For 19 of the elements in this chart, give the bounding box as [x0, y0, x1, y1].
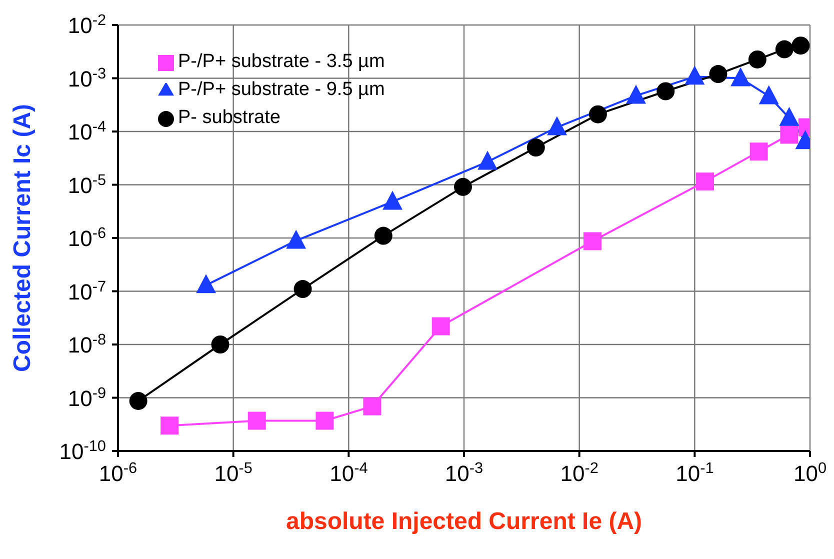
y-tick-label: 10$^{-2}$	[68, 12, 106, 38]
y-tick-label: 10$^{-4}$	[68, 118, 106, 144]
legend-label: P-/P+ substrate - 3.5 µm	[178, 51, 385, 72]
legend-label: P-/P+ substrate - 9.5 µm	[178, 79, 385, 100]
y-tick-label: 10$^{-7}$	[68, 278, 106, 304]
legend-label: P- substrate	[178, 107, 280, 128]
y-tick-label: 10$^{-6}$	[68, 224, 106, 251]
x-tick-label: 10$^{-5}$	[214, 460, 252, 486]
y-axis-title: Collected Current Ic (A)	[9, 104, 36, 372]
x-tick-label: 10$^{0}$	[793, 460, 827, 486]
x-tick-label: 10$^{-3}$	[444, 460, 484, 486]
x-axis-title: absolute Injected Current Ie (A)	[286, 508, 642, 535]
y-tick-label: 10$^{-8}$	[68, 331, 106, 358]
x-tick-label: 10$^{-4}$	[330, 460, 368, 486]
y-tick-label: 10$^{-9}$	[68, 384, 106, 411]
x-tick-label: 10$^{-1}$	[676, 460, 714, 486]
y-tick-label: 10$^{-5}$	[68, 171, 106, 198]
y-tick-label: 10$^{-3}$	[68, 64, 106, 92]
x-tick-label: 10$^{-2}$	[560, 460, 598, 486]
